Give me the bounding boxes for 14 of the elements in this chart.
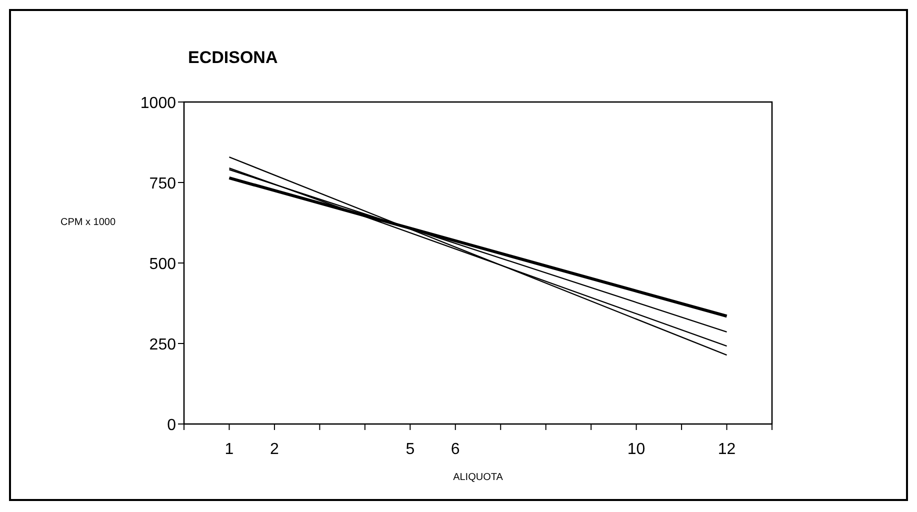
- x-tick-label: 10: [627, 441, 646, 458]
- x-tick-label: 2: [270, 441, 280, 458]
- y-tick-label: 1000: [140, 95, 176, 112]
- x-tick-label: 6: [450, 441, 460, 458]
- y-tick-label: 500: [149, 256, 176, 273]
- x-axis-title: ALIQUOTA: [453, 472, 504, 483]
- chart-title: ECDISONA: [188, 48, 278, 67]
- x-tick-label: 12: [718, 441, 736, 458]
- y-tick-label: 750: [149, 176, 176, 192]
- y-axis-title: CPM x 1000: [60, 217, 116, 228]
- y-tick-label: 0: [167, 417, 176, 434]
- y-tick-label: 250: [149, 336, 176, 354]
- x-tick-label: 5: [406, 441, 415, 458]
- x-tick-label: 1: [224, 441, 234, 458]
